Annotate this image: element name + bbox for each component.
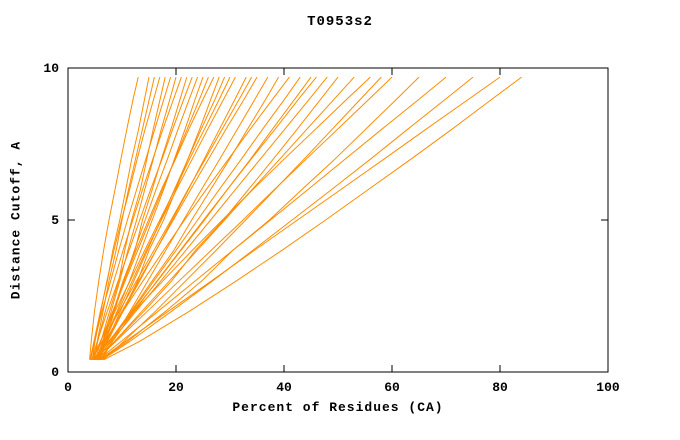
model-curve: [101, 76, 474, 361]
x-tick-label: 80: [492, 380, 508, 395]
x-tick-label: 40: [276, 380, 292, 395]
model-curve: [89, 77, 150, 360]
model-curve: [90, 76, 172, 360]
chart-title: T0953s2: [307, 14, 373, 30]
model-curve: [91, 76, 312, 361]
y-tick-label: 0: [51, 365, 59, 380]
x-tick-label: 0: [64, 380, 72, 395]
model-curve: [94, 76, 166, 360]
y-tick-label: 5: [51, 213, 59, 228]
model-curve: [97, 76, 447, 361]
x-tick-label: 100: [596, 380, 620, 395]
model-curve: [93, 76, 182, 360]
model-curve: [89, 76, 139, 360]
model-curve: [103, 76, 522, 361]
x-tick-label: 20: [168, 380, 184, 395]
model-curve: [91, 76, 193, 360]
y-tick-label: 10: [43, 61, 59, 76]
model-curve: [102, 76, 382, 361]
model-curve: [97, 76, 355, 361]
model-curve: [93, 76, 280, 361]
x-axis-label: Percent of Residues (CA): [232, 400, 444, 415]
model-curve: [91, 76, 253, 361]
model-curve: [91, 76, 161, 360]
model-curve: [99, 76, 317, 361]
model-curve: [99, 76, 199, 360]
model-curve: [100, 76, 420, 361]
model-curve: [93, 76, 339, 361]
model-curve: [94, 76, 204, 361]
model-curve: [94, 76, 290, 361]
x-tick-label: 60: [384, 380, 400, 395]
model-curve: [96, 76, 258, 361]
model-curve: [96, 76, 393, 361]
model-curve: [90, 76, 231, 361]
model-curve: [99, 76, 501, 361]
model-curve: [95, 76, 328, 361]
model-curve: [92, 76, 209, 360]
model-curve: [94, 76, 371, 361]
model-curve: [98, 76, 215, 360]
